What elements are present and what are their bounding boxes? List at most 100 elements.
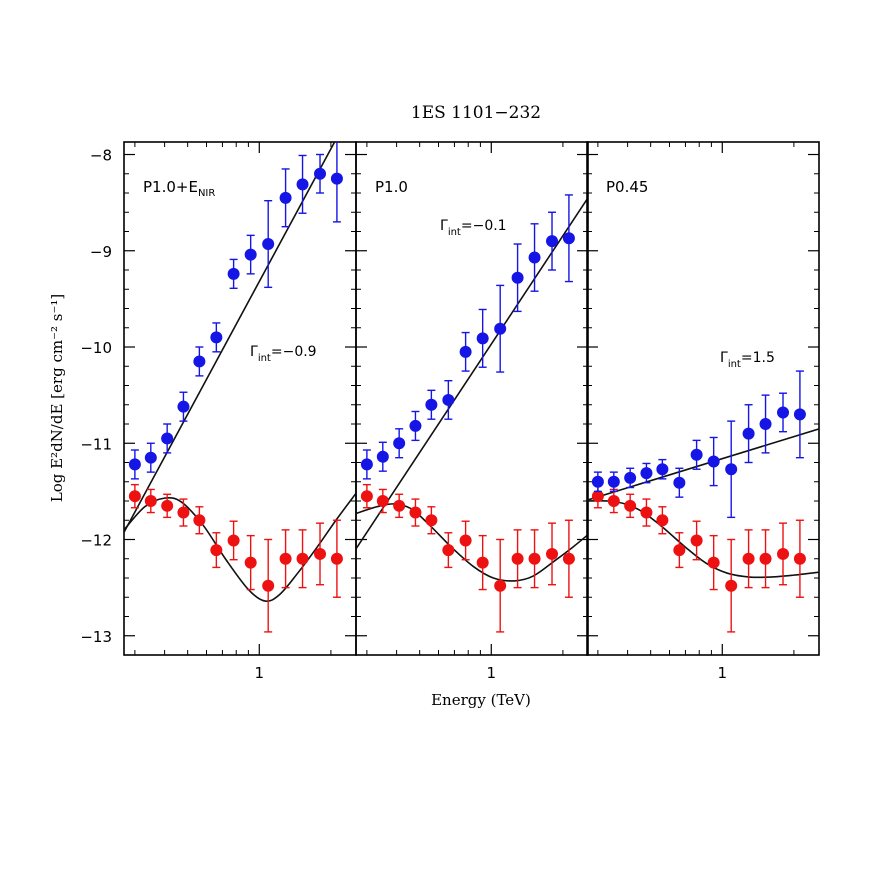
observed-point [624,499,637,512]
intrinsic-point [591,475,604,488]
observed-point [409,506,422,519]
intrinsic-point [279,191,292,204]
intrinsic-point [314,167,327,180]
intrinsic-point [511,271,524,284]
intrinsic-point [227,267,240,280]
intrinsic-point [494,322,507,335]
panel-frame [586,141,820,656]
panel-label: P1.0+ENIR [143,178,215,199]
intrinsic-point [690,448,703,461]
observed-point [227,534,240,547]
y-tick-label: −10 [80,339,112,357]
observed-point [742,552,755,565]
intrinsic-point [161,432,174,445]
panel-label: P1.0 [375,178,408,196]
fit-line-intrinsic [587,428,819,502]
y-axis-label: Log E²dN/dE [erg cm⁻² s⁻¹] [48,294,66,503]
intrinsic-point [793,408,806,421]
intrinsic-point [409,419,422,432]
observed-point [546,547,559,560]
observed-point [425,514,438,527]
intrinsic-point [376,450,389,463]
intrinsic-point [459,345,472,358]
observed-point [330,552,343,565]
fit-line-intrinsic [356,197,588,550]
fit-line-intrinsic [124,142,336,533]
observed-point [494,579,507,592]
y-tick-label: −12 [80,532,112,550]
observed-series [360,483,575,633]
y-tick-label: −8 [90,147,112,165]
intrinsic-point [562,232,575,245]
intrinsic-point [476,332,489,345]
intrinsic-point [528,251,541,264]
intrinsic-series [360,194,575,480]
intrinsic-point [193,355,206,368]
observed-point [360,490,373,503]
intrinsic-point [442,393,455,406]
observed-point [244,556,257,569]
observed-point [725,579,738,592]
observed-point [442,544,455,557]
intrinsic-point [296,178,309,191]
observed-point [607,495,620,508]
panel-plot-area [587,370,819,633]
intrinsic-point [330,172,343,185]
observed-point [707,556,720,569]
gamma-annotation: Γint=−0.9 [250,344,317,364]
fit-curve-observed [356,503,588,582]
observed-point [459,534,472,547]
y-tick-label: −13 [80,628,112,646]
chart-title: 1ES 1101−232 [411,103,541,123]
panels: 1 P1.0+ENIR Γint=−0.9 1 P1.0 Γint=−0.1 1 P0.45 Γ… [80,141,820,682]
observed-point [279,552,292,565]
intrinsic-point [177,400,190,413]
observed-point [591,490,604,503]
intrinsic-point [144,451,157,464]
panel-frame [355,141,589,656]
intrinsic-point [607,475,620,488]
y-tick-label: −9 [90,243,112,261]
observed-series [591,483,806,633]
observed-point [673,544,686,557]
observed-point [177,506,190,519]
x-tick-label: 1 [718,664,728,682]
observed-point [314,547,327,560]
intrinsic-point [425,398,438,411]
panel-1: 1 P1.0+ENIR Γint=−0.9 [123,141,357,682]
observed-point [656,514,669,527]
panel-plot-area [124,142,356,633]
y-tick-label: −11 [80,435,112,453]
gamma-annotation: Γint=1.5 [720,350,775,370]
observed-point [690,534,703,547]
intrinsic-point [673,476,686,489]
observed-point [262,579,275,592]
x-tick-label: 1 [487,664,497,682]
observed-point [562,552,575,565]
observed-point [193,514,206,527]
observed-point [476,556,489,569]
panel-label: P0.45 [606,178,648,196]
observed-point [296,552,309,565]
observed-point [161,499,174,512]
intrinsic-point [546,235,559,248]
fit-curve-observed [587,499,819,579]
intrinsic-point [262,238,275,251]
observed-point [511,552,524,565]
panel-3: 1 P0.45 Γint=1.5 [586,141,820,682]
intrinsic-point [244,248,257,261]
intrinsic-point [707,455,720,468]
observed-series [128,483,343,633]
observed-point [777,547,790,560]
observed-point [640,506,653,519]
x-tick-label: 1 [255,664,265,682]
intrinsic-point [640,467,653,480]
intrinsic-point [725,463,738,476]
observed-point [528,552,541,565]
intrinsic-point [624,471,637,484]
intrinsic-series [591,370,806,519]
observed-point [793,552,806,565]
intrinsic-point [393,437,406,450]
observed-point [759,552,772,565]
panel-2: 1 P1.0 Γint=−0.1 [355,141,589,682]
